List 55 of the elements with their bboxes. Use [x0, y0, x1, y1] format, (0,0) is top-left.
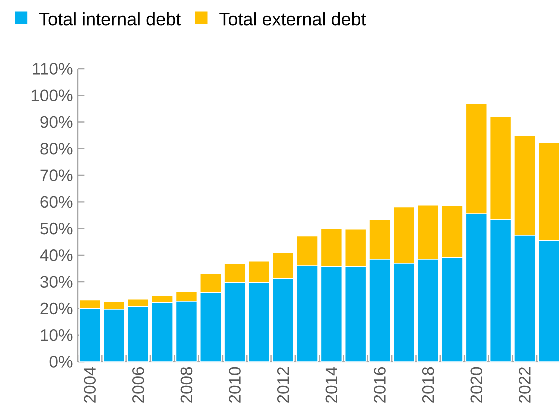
x-tick-label: 2008: [180, 367, 193, 403]
bar: [369, 259, 391, 362]
bar: [320, 228, 343, 268]
bar: [344, 228, 367, 268]
y-tick-label: 10%: [41, 329, 73, 342]
bar: [393, 263, 416, 362]
bar: [152, 296, 174, 304]
bar: [152, 302, 174, 362]
bar: [103, 309, 126, 362]
x-tick-label: 2018: [422, 367, 434, 403]
y-tick-label: 50%: [40, 222, 73, 235]
x-tick-label: 2016: [374, 367, 386, 403]
bar: [200, 273, 222, 294]
bar: [442, 257, 464, 362]
bar: [417, 259, 440, 362]
y-tick-label: 100%: [32, 90, 73, 102]
y-tick-label: 70%: [40, 170, 73, 182]
y-tick-label: 0%: [50, 356, 73, 368]
x-tick-label: 2006: [132, 367, 144, 403]
bar: [296, 266, 318, 362]
bar: [369, 220, 391, 260]
bar: [224, 264, 246, 284]
y-tick-label: 90%: [40, 116, 73, 128]
bar: [79, 308, 101, 362]
y-tick-label: 80%: [40, 143, 73, 155]
y-tick-label: 40%: [40, 250, 73, 262]
bar: [272, 278, 294, 362]
y-tick-label: 60%: [40, 196, 73, 208]
x-tick-label: 2014: [326, 367, 338, 403]
bar: [514, 235, 536, 362]
x-tick-label: 2010: [229, 367, 241, 403]
bar: [200, 292, 222, 362]
bar: [296, 236, 318, 266]
bar: [466, 214, 488, 362]
x-tick-label: 2022: [519, 368, 531, 403]
legend-label: Total internal debt: [39, 12, 181, 26]
bar: [176, 292, 198, 302]
y-tick-label: 110%: [33, 63, 73, 75]
bar: [272, 252, 294, 280]
bar: [224, 282, 246, 362]
bar: [127, 298, 150, 308]
bar: [176, 301, 198, 362]
x-tick-label: 2004: [84, 367, 96, 403]
x-tick-label: 2012: [277, 368, 290, 403]
x-tick-label: 2020: [470, 367, 483, 403]
y-tick-label: 30%: [40, 276, 73, 288]
bar: [248, 260, 270, 284]
y-tick-label: 20%: [40, 302, 73, 315]
bar: [538, 240, 560, 362]
bar: [344, 266, 367, 362]
bar: [490, 220, 512, 362]
bar: [248, 282, 270, 362]
bar: [320, 266, 343, 362]
bar: [127, 306, 150, 362]
legend-label: Total external debt: [220, 12, 366, 26]
